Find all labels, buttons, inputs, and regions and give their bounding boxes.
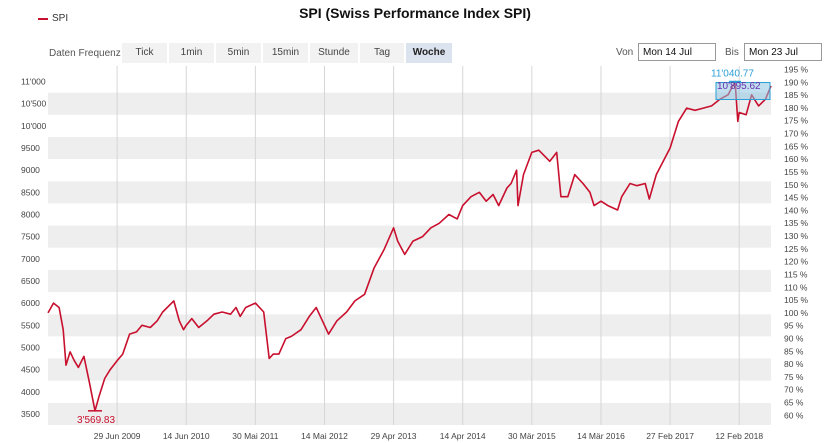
y-tick-label: 8000 [21,209,40,219]
frequency-button-tag[interactable]: Tag [360,43,404,63]
y-tick-label: 10'000 [21,121,47,131]
y-tick-label: 11'000 [21,77,46,87]
max-highlight-box [715,82,771,101]
y2-tick-label: 100 % [784,308,809,318]
plot-band [48,358,771,381]
series-spi [47,80,772,412]
plot-band [48,136,771,160]
x-tick-label: 30 Mär 2015 [508,431,556,441]
x-tick-label: 12 Feb 2018 [715,431,763,441]
y-tick-label: 6000 [21,298,40,308]
plot-band [48,92,771,115]
x-tick-label: 27 Feb 2017 [646,431,694,441]
plot-band [48,114,771,137]
y-tick-label: 9500 [21,143,40,153]
x-tick-label: 14 Jun 2010 [163,431,210,441]
x-tick-label: 14 Apr 2014 [440,431,486,441]
x-axis: 29 Jun 2009 14 Jun 2010 30 Mai 2011 14 Mai … [94,431,764,441]
plot-band [48,66,771,93]
y-tick-label: 5500 [21,320,40,330]
y2-tick-label: 60 % [784,410,804,420]
y2-tick-label: 125 % [784,244,809,254]
y2-tick-label: 170 % [784,129,809,139]
y-tick-label: 7500 [21,232,40,242]
plot-band [48,314,771,337]
y-tick-label: 3500 [21,409,40,419]
y2-tick-label: 70 % [784,385,804,395]
from-label: Von [616,47,634,58]
y2-tick-label: 140 % [784,205,809,215]
legend-swatch [38,17,48,20]
y-axis-right: 60 % 65 % 70 % 75 % 80 % 85 % 90 % 95 % 100 % 105… [784,65,809,421]
y2-tick-label: 110 % [784,282,808,292]
y2-tick-label: 150 % [784,180,809,190]
frequency-button-5min[interactable]: 5min [216,43,261,63]
frequency-button-woche[interactable]: Woche [406,43,452,63]
y-tick-label: 4000 [21,387,40,397]
min-label: 3'569.83 [77,415,115,426]
legend-label: SPI [52,13,69,24]
y2-tick-label: 120 % [784,257,809,267]
y-tick-label: 8500 [21,187,40,197]
y-tick-label: 6500 [21,276,40,286]
plot-band [48,402,771,425]
y-axis-left: 3500 4000 4500 5000 5500 6000 6500 7000 7500 8000… [21,77,47,419]
y2-tick-label: 105 % [784,295,809,305]
y2-tick-label: 75 % [784,372,804,382]
x-tick-label: 14 Mär 2016 [577,431,625,441]
plot-band [48,292,771,315]
y2-tick-label: 85 % [784,346,804,356]
y2-tick-label: 90 % [784,333,804,343]
x-tick-label: 29 Jun 2009 [94,431,141,441]
max-label: 11'040.77 [711,69,754,80]
y-tick-label: 4500 [21,365,40,375]
y2-tick-label: 190 % [784,77,809,87]
x-tick-label: 29 Apr 2013 [371,431,417,441]
y2-tick-label: 180 % [784,103,809,113]
vertical-gridlines [116,66,740,425]
plot-band [48,203,771,226]
x-tick-label: 30 Mai 2011 [232,431,278,441]
frequency-button-stunde[interactable]: Stunde [310,43,358,63]
chart-title: SPI (Swiss Performance Index SPI) [299,5,531,21]
plot-bands [48,66,771,425]
plot-band [48,181,771,204]
y2-tick-label: 165 % [784,141,809,151]
y2-tick-label: 115 % [784,269,808,279]
y-tick-label: 9000 [21,165,40,175]
to-label: Bis [725,47,739,58]
y-tick-label: 7000 [21,254,40,264]
y2-tick-label: 195 % [784,65,809,75]
frequency-button-15min[interactable]: 15min [263,43,308,63]
frequency-button-1min[interactable]: 1min [169,43,214,63]
y2-tick-label: 95 % [784,321,804,331]
y2-tick-label: 155 % [784,167,809,177]
y2-tick-label: 135 % [784,218,809,228]
y2-tick-label: 145 % [784,193,809,203]
x-tick-label: 14 Mai 2012 [301,431,348,441]
chart-legend[interactable]: SPI [38,13,68,24]
plot-band [48,269,771,293]
y2-tick-label: 80 % [784,359,804,369]
y2-tick-label: 130 % [784,231,809,241]
plot-band [48,336,771,359]
series-line [47,80,772,412]
frequency-label: Daten Frequenz [49,48,121,59]
plot-band [48,380,771,403]
y-tick-label: 5000 [21,342,40,352]
plot-band [48,159,771,182]
y-tick-label: 10'500 [21,99,47,109]
plot-band [48,225,771,248]
last-value-label: 10'895.62 [717,81,761,92]
y2-tick-label: 65 % [784,398,804,408]
frequency-button-tick[interactable]: Tick [122,43,167,63]
y2-tick-label: 185 % [784,90,809,100]
plot-band [48,247,771,270]
y2-tick-label: 160 % [784,154,809,164]
y2-tick-label: 175 % [784,116,809,126]
